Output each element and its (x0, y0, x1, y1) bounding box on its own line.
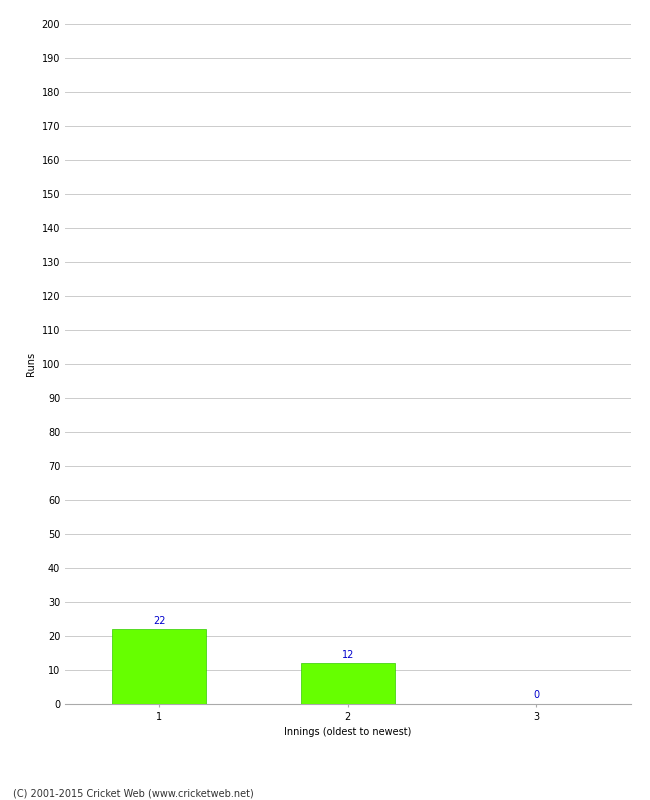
X-axis label: Innings (oldest to newest): Innings (oldest to newest) (284, 727, 411, 737)
Text: 0: 0 (533, 690, 540, 700)
Bar (112, 629, 207, 704)
Text: 22: 22 (153, 617, 166, 626)
Text: (C) 2001-2015 Cricket Web (www.cricketweb.net): (C) 2001-2015 Cricket Web (www.cricketwe… (13, 788, 254, 798)
Text: 12: 12 (341, 650, 354, 661)
Y-axis label: Runs: Runs (26, 352, 36, 376)
Bar (300, 663, 395, 704)
